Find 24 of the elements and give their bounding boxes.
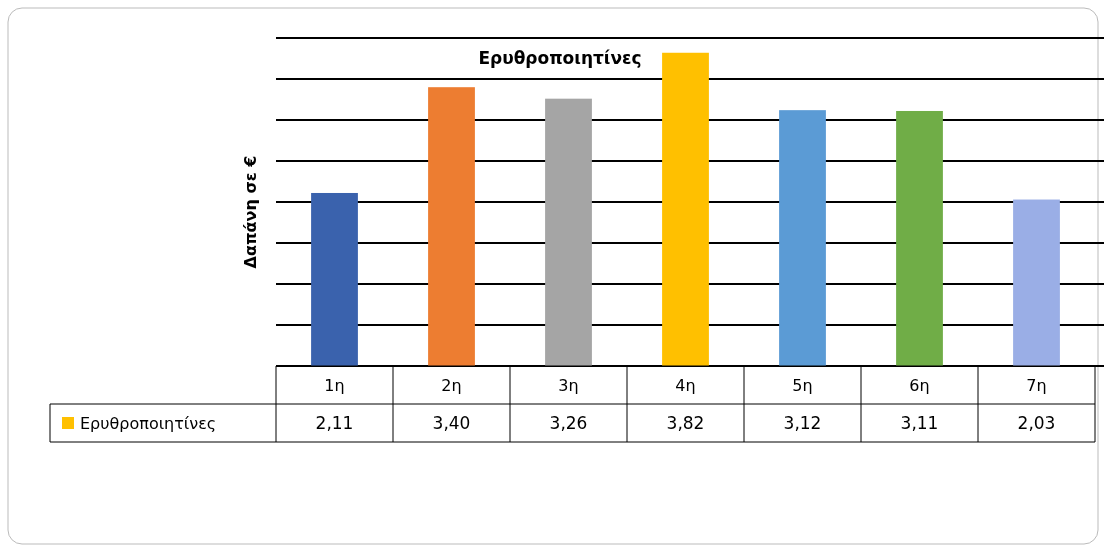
text: Ερυθροποιητίνες [478, 48, 642, 68]
x-tick-label: 1η [324, 375, 345, 395]
bar [428, 87, 475, 366]
data-label: 3,12 [783, 413, 822, 433]
data-label: 3,26 [549, 413, 588, 433]
data-label: 2,11 [315, 413, 354, 433]
data-label: 2,03 [1017, 413, 1056, 433]
legend-label: Ερυθροποιητίνες [80, 413, 217, 433]
bar [896, 110, 943, 366]
bar [311, 192, 358, 366]
x-tick-label: 7η [1026, 375, 1047, 395]
x-tick-label: 4η [675, 375, 696, 395]
bar [545, 98, 592, 366]
bar [1013, 199, 1060, 366]
x-tick-label: 3η [558, 375, 579, 395]
x-tick-label: 5η [792, 375, 813, 395]
bar [662, 52, 709, 366]
x-tick-label: 2η [441, 375, 462, 395]
data-label: 3,82 [666, 413, 705, 433]
bar [779, 110, 826, 366]
y-axis-title: Δαπάνη σε € [241, 155, 260, 269]
data-label: 3,40 [432, 413, 471, 433]
data-label: 3,11 [900, 413, 939, 433]
x-tick-label: 6η [909, 375, 930, 395]
